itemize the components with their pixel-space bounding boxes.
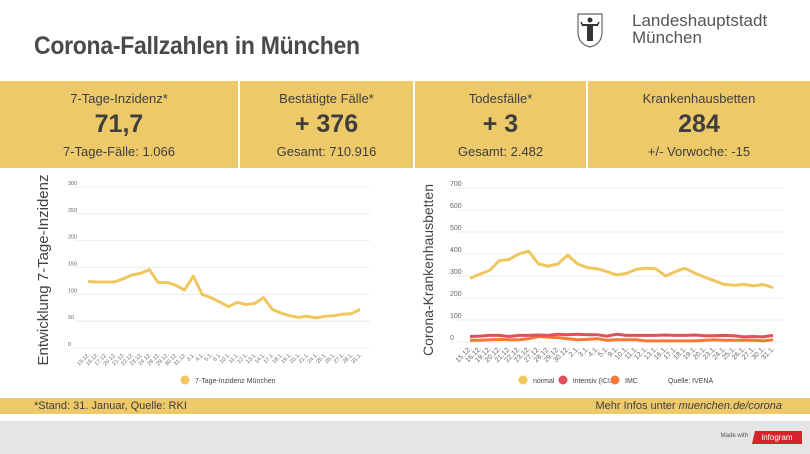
x-tick-label: 4.1. (195, 352, 206, 363)
stat-todesfaelle: Todesfälle* + 3 Gesamt: 2.482 (415, 81, 586, 168)
y-axis-title: Entwicklung 7-Tage-Inzidenz (35, 175, 52, 365)
y-tick-label: 300 (450, 269, 462, 276)
x-tick-label: 31.1. (351, 352, 364, 365)
krankenhaus-chart: Corona-Krankenhausbetten 0 100 200 300 400 500… (420, 181, 783, 385)
x-tick-label: 6.1. (212, 352, 223, 363)
bottom-bar: Made with infogram (0, 421, 810, 454)
series-line-intensiv-icu- (469, 332, 774, 339)
inzidenz-chart: Entwicklung 7-Tage-Inzidenz 0 50 100 150 200 2… (35, 175, 370, 385)
page-title: Corona-Fallzahlen in München (34, 32, 360, 60)
stat-label: Krankenhausbetten (642, 91, 756, 106)
stat-sub: +/- Vorwoche: -15 (647, 144, 751, 159)
stat-krankenhausbetten: Krankenhausbetten 284 +/- Vorwoche: -15 (588, 81, 810, 168)
y-tick-label: 50 (68, 315, 74, 321)
stat-sub: Gesamt: 2.482 (457, 144, 544, 159)
legend-label: intensiv (ICU) (573, 378, 615, 385)
y-tick-label: 200 (68, 235, 77, 241)
footer-bar: *Stand: 31. Januar, Quelle: RKI Mehr Inf… (0, 398, 810, 414)
y-tick-label: 100 (68, 288, 77, 294)
y-tick-label: 250 (68, 208, 77, 214)
city-line-1: Landeshauptstadt (632, 11, 768, 30)
series-line-7-tage-inzidenz-m-nchen (87, 268, 361, 320)
muenchen-coat-of-arms-icon (577, 13, 603, 48)
stat-inzidenz: 7-Tage-Inzidenz* 71,7 7-Tage-Fälle: 1.06… (0, 81, 238, 168)
stat-sub: Gesamt: 710.916 (276, 144, 377, 159)
y-tick-label: 0 (450, 335, 454, 342)
footer-stand: *Stand: 31. Januar, Quelle: RKI (34, 400, 187, 412)
y-tick-label: 600 (450, 203, 462, 210)
stat-faelle: Bestätigte Fälle* + 376 Gesamt: 710.916 (240, 81, 413, 168)
series-line-imc (470, 335, 774, 343)
y-tick-label: 150 (68, 262, 77, 268)
y-tick-label: 300 (68, 181, 77, 187)
chart-source: Quelle: IVENA (668, 378, 713, 385)
y-tick-label: 400 (450, 247, 462, 254)
infogram-badge[interactable]: infogram (752, 431, 802, 444)
made-with-label: Made with (720, 433, 748, 439)
stats-panel: 7-Tage-Inzidenz* 71,7 7-Tage-Fälle: 1.06… (0, 81, 810, 168)
city-line-2: München (632, 28, 702, 47)
legend-marker (180, 375, 190, 385)
y-tick-label: 700 (450, 181, 462, 188)
legend-label: 7-Tage-Inzidenz München (195, 378, 276, 385)
y-tick-label: 0 (68, 342, 71, 348)
x-tick-label: 3.1. (186, 352, 197, 363)
footer-info-link[interactable]: muenchen.de/corona (678, 400, 782, 412)
city-name: Landeshauptstadt München (632, 12, 767, 46)
legend-marker (610, 375, 620, 385)
stat-value: + 3 (482, 110, 519, 138)
legend-label: normal (533, 378, 555, 385)
stat-value: 71,7 (94, 110, 144, 138)
stat-label: 7-Tage-Inzidenz* (70, 91, 168, 106)
legend-marker (518, 375, 528, 385)
footer-info-prefix: Mehr Infos unter (595, 400, 679, 412)
footer-info: Mehr Infos unter muenchen.de/corona (595, 400, 782, 412)
y-tick-label: 200 (450, 291, 462, 298)
x-tick-label: 5.1. (204, 352, 215, 363)
series-line-normal (469, 249, 774, 290)
legend-label: IMC (625, 378, 638, 385)
stat-value: + 376 (294, 110, 359, 138)
stat-sub: 7-Tage-Fälle: 1.066 (62, 144, 175, 159)
legend-marker (558, 375, 568, 385)
stat-label: Bestätigte Fälle* (279, 91, 374, 106)
y-tick-label: 500 (450, 225, 462, 232)
stat-label: Todesfälle* (468, 91, 533, 106)
stat-value: 284 (678, 110, 720, 138)
y-axis-title: Corona-Krankenhausbetten (420, 184, 436, 356)
y-tick-label: 100 (450, 313, 462, 320)
